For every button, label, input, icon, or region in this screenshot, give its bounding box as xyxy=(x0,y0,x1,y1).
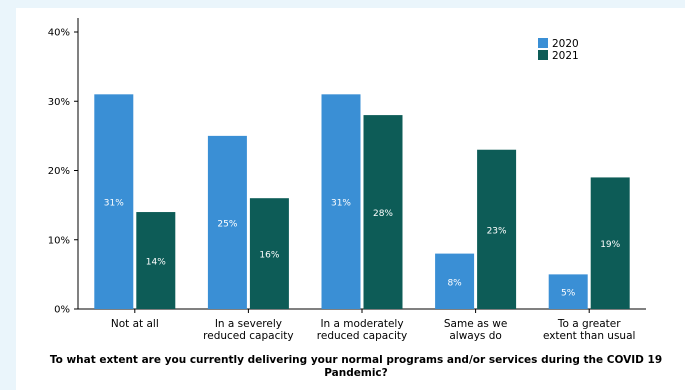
bar-2021 xyxy=(477,149,517,309)
x-tick-label-line: extent than usual xyxy=(543,330,636,342)
y-tick-label: 20% xyxy=(48,166,70,177)
y-tick-label: 30% xyxy=(48,97,70,108)
data-label-2020: 5% xyxy=(561,289,576,299)
bar-2020 xyxy=(207,135,247,309)
data-label-2020: 31% xyxy=(104,199,124,209)
bar-2021 xyxy=(249,198,289,309)
legend-label-2020: 2020 xyxy=(552,38,579,50)
bar-2020 xyxy=(435,253,475,309)
x-tick-label-line: Same as we xyxy=(444,318,507,330)
bar-chart: 0%10%20%30%40%Not at all In a severely red… xyxy=(48,18,646,342)
x-tick-label: Same as we always do xyxy=(444,318,507,342)
x-tick-label-line: reduced capacity xyxy=(203,330,293,342)
x-tick-label: In a severely reduced capacity xyxy=(203,318,293,342)
data-label-2021: 23% xyxy=(487,226,507,236)
data-label-2021: 14% xyxy=(146,258,166,268)
bar-2021 xyxy=(363,115,403,309)
y-tick-label: 0% xyxy=(54,305,70,316)
x-tick-label-line: always do xyxy=(449,330,502,342)
y-tick-label: 10% xyxy=(48,235,70,246)
x-tick-label-line: To a greater xyxy=(557,318,621,330)
x-tick-label-line: In a severely xyxy=(215,318,282,330)
chart-bars: 31% 14% 25% 16% 31% 28% 8% 23% 5% 19% xyxy=(94,94,630,309)
legend-swatch-2021 xyxy=(538,50,548,60)
bar-2021 xyxy=(136,212,176,309)
x-tick-label-line: reduced capacity xyxy=(317,330,407,342)
chart-title: To what extent are you currently deliver… xyxy=(49,354,663,379)
x-tick-label: To a greater extent than usual xyxy=(543,318,636,342)
bar-2020 xyxy=(548,274,588,309)
data-label-2020: 25% xyxy=(217,219,237,229)
bar-2020 xyxy=(321,94,361,309)
data-label-2021: 28% xyxy=(373,209,393,219)
bar-2020 xyxy=(94,94,134,309)
x-tick-label-line: In a moderately xyxy=(320,318,403,330)
legend-label-2021: 2021 xyxy=(552,50,579,62)
data-label-2020: 8% xyxy=(447,278,462,288)
x-tick-label-line: Not at all xyxy=(111,318,159,330)
chart-axes: 0%10%20%30%40%Not at all In a severely red… xyxy=(48,18,646,342)
data-label-2021: 19% xyxy=(600,240,620,250)
legend-swatch-2020 xyxy=(538,38,548,48)
x-tick-label: In a moderately reduced capacity xyxy=(317,318,407,342)
data-label-2021: 16% xyxy=(259,251,279,261)
x-tick-label: Not at all xyxy=(111,318,159,330)
bar-2021 xyxy=(590,177,630,309)
chart-card: 0% 10% 20% 30% 40% Not at all In a severely red… xyxy=(16,8,685,390)
y-tick-label: 40% xyxy=(48,28,70,39)
data-label-2020: 31% xyxy=(331,199,351,209)
